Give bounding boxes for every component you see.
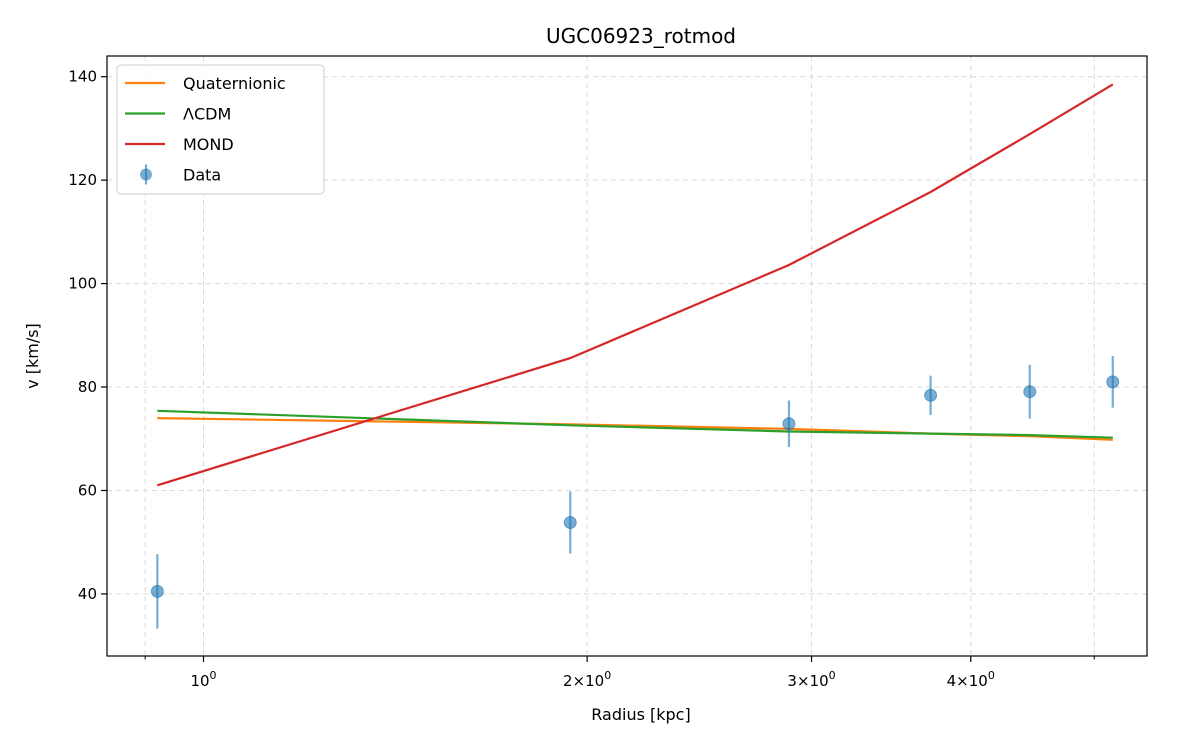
x-tick-exponent: 0 — [829, 669, 836, 682]
x-tick-exponent: 0 — [210, 669, 217, 682]
plot-frame — [106, 55, 1148, 657]
y-tick-label: 120 — [68, 171, 97, 189]
legend-label: ΛCDM — [183, 105, 231, 124]
x-tick-exponent: 0 — [604, 669, 611, 682]
series-line-mond — [156, 83, 1114, 487]
x-tick-base: 2×10 — [563, 672, 604, 690]
x-tick-label: 3×100 — [787, 669, 835, 690]
x-axis-label: Radius [kpc] — [591, 705, 690, 724]
y-tick-label: 60 — [78, 481, 97, 499]
data-point — [1023, 385, 1037, 399]
data-point — [924, 388, 938, 402]
x-tick-base: 3×10 — [787, 672, 828, 690]
series-line-cdm — [157, 409, 1113, 439]
x-tick-base: 4×10 — [947, 672, 988, 690]
legend-label: Data — [183, 166, 221, 185]
data-point — [1106, 375, 1120, 389]
y-axis: 40 60 80 100 120 140 — [68, 68, 107, 603]
legend-box — [116, 64, 325, 195]
data-point — [150, 584, 164, 598]
x-tick-label: 4×100 — [947, 669, 995, 690]
legend-label: MOND — [183, 135, 234, 154]
legend: Quaternionic ΛCDM MOND Data — [116, 64, 325, 195]
y-tick-label: 140 — [68, 68, 97, 86]
x-tick-exponent: 0 — [988, 669, 995, 682]
data-point — [563, 516, 577, 530]
series-layer — [150, 83, 1120, 629]
legend-swatch-marker — [140, 168, 152, 181]
y-axis-label: v [km/s] — [23, 323, 42, 389]
grid — [107, 56, 1147, 656]
series-line-quaternionic — [157, 417, 1113, 441]
y-tick-label: 40 — [78, 585, 97, 603]
x-tick-label: 2×100 — [563, 669, 611, 690]
y-tick-label: 80 — [78, 378, 97, 396]
x-axis: 100 2×100 3×100 4×100 — [144, 656, 1095, 690]
x-tick-label: 100 — [190, 669, 216, 690]
chart-title: UGC06923_rotmod — [546, 24, 736, 48]
data-point — [782, 417, 796, 431]
x-tick-base: 10 — [190, 672, 209, 690]
legend-label: Quaternionic — [183, 74, 286, 93]
y-tick-label: 100 — [68, 275, 97, 293]
